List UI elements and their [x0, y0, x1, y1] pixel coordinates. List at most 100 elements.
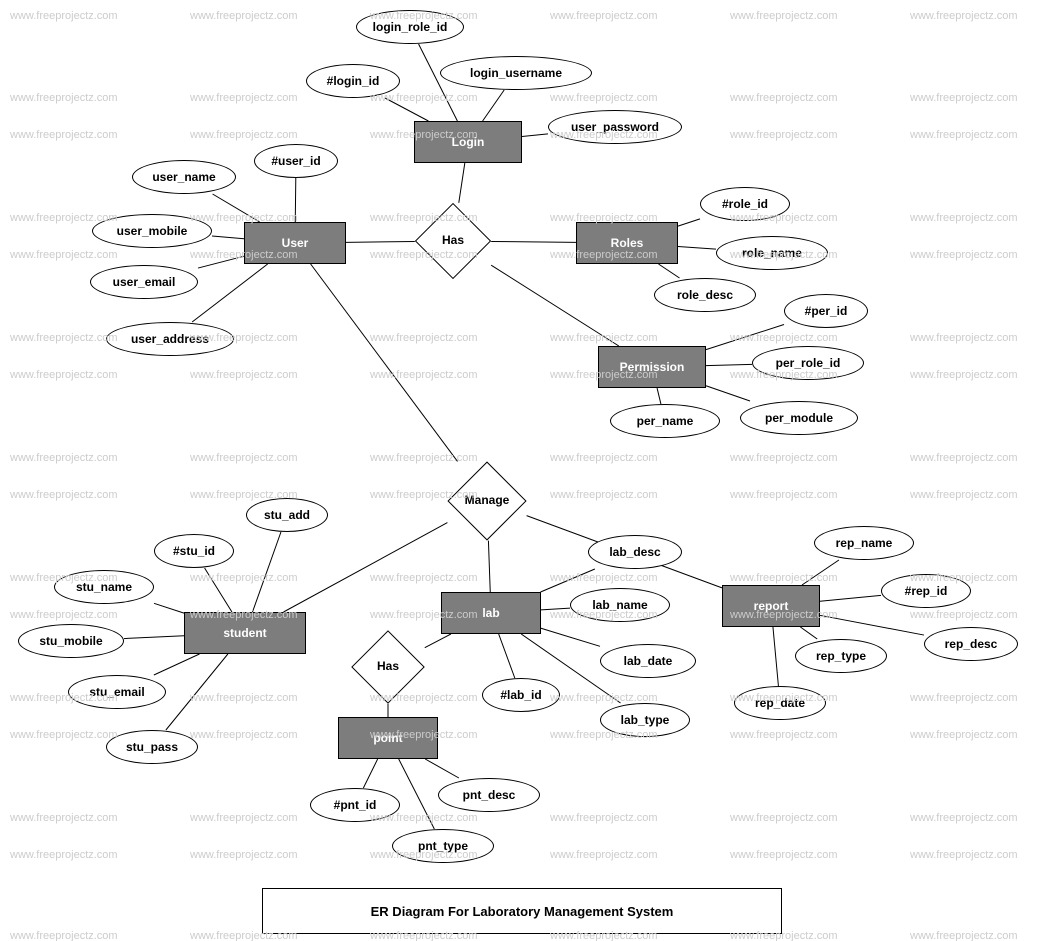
- watermark: www.freeprojectz.com: [910, 489, 1018, 501]
- watermark: www.freeprojectz.com: [910, 332, 1018, 344]
- watermark: www.freeprojectz.com: [550, 812, 658, 824]
- watermark: www.freeprojectz.com: [10, 129, 118, 141]
- watermark: www.freeprojectz.com: [10, 930, 118, 941]
- attribute-pnt_type: pnt_type: [392, 829, 494, 863]
- watermark: www.freeprojectz.com: [910, 849, 1018, 861]
- watermark: www.freeprojectz.com: [190, 812, 298, 824]
- attribute-role_name: role_name: [716, 236, 828, 270]
- attribute-role_id: #role_id: [700, 187, 790, 221]
- relationship-label-manage: Manage: [457, 493, 517, 507]
- watermark: www.freeprojectz.com: [730, 129, 838, 141]
- watermark: www.freeprojectz.com: [910, 92, 1018, 104]
- attribute-lab_name: lab_name: [570, 588, 670, 622]
- attribute-login_username: login_username: [440, 56, 592, 90]
- watermark: www.freeprojectz.com: [190, 692, 298, 704]
- relationship-label-has1: Has: [423, 233, 483, 247]
- attribute-stu_mobile: stu_mobile: [18, 624, 124, 658]
- entity-login: Login: [414, 121, 522, 163]
- attribute-pnt_desc: pnt_desc: [438, 778, 540, 812]
- attribute-lab_desc: lab_desc: [588, 535, 682, 569]
- watermark: www.freeprojectz.com: [730, 332, 838, 344]
- watermark: www.freeprojectz.com: [190, 369, 298, 381]
- attribute-user_address: user_address: [106, 322, 234, 356]
- watermark: www.freeprojectz.com: [910, 129, 1018, 141]
- attribute-login_role_id: login_role_id: [356, 10, 464, 44]
- watermark: www.freeprojectz.com: [730, 849, 838, 861]
- attribute-user_id: #user_id: [254, 144, 338, 178]
- watermark: www.freeprojectz.com: [370, 452, 478, 464]
- watermark: www.freeprojectz.com: [190, 92, 298, 104]
- watermark: www.freeprojectz.com: [10, 92, 118, 104]
- watermark: www.freeprojectz.com: [910, 249, 1018, 261]
- watermark: www.freeprojectz.com: [910, 369, 1018, 381]
- watermark: www.freeprojectz.com: [370, 572, 478, 584]
- watermark: www.freeprojectz.com: [730, 92, 838, 104]
- attribute-per_module: per_module: [740, 401, 858, 435]
- watermark: www.freeprojectz.com: [190, 129, 298, 141]
- attribute-rep_type: rep_type: [795, 639, 887, 673]
- watermark: www.freeprojectz.com: [730, 10, 838, 22]
- watermark: www.freeprojectz.com: [730, 572, 838, 584]
- attribute-rep_date: rep_date: [734, 686, 826, 720]
- watermark: www.freeprojectz.com: [550, 489, 658, 501]
- watermark: www.freeprojectz.com: [550, 10, 658, 22]
- watermark: www.freeprojectz.com: [910, 212, 1018, 224]
- watermark: www.freeprojectz.com: [190, 10, 298, 22]
- attribute-per_role_id: per_role_id: [752, 346, 864, 380]
- watermark: www.freeprojectz.com: [10, 849, 118, 861]
- entity-permission: Permission: [598, 346, 706, 388]
- watermark: www.freeprojectz.com: [190, 729, 298, 741]
- attribute-lab_id: #lab_id: [482, 678, 560, 712]
- attribute-user_email: user_email: [90, 265, 198, 299]
- attribute-lab_date: lab_date: [600, 644, 696, 678]
- entity-student: student: [184, 612, 306, 654]
- watermark: www.freeprojectz.com: [190, 572, 298, 584]
- attribute-stu_name: stu_name: [54, 570, 154, 604]
- attribute-per_name: per_name: [610, 404, 720, 438]
- watermark: www.freeprojectz.com: [730, 812, 838, 824]
- attribute-rep_id: #rep_id: [881, 574, 971, 608]
- watermark: www.freeprojectz.com: [910, 452, 1018, 464]
- relationship-label-has2: Has: [358, 659, 418, 673]
- watermark: www.freeprojectz.com: [550, 332, 658, 344]
- watermark: www.freeprojectz.com: [370, 92, 478, 104]
- attribute-role_desc: role_desc: [654, 278, 756, 312]
- attribute-stu_id: #stu_id: [154, 534, 234, 568]
- attribute-pnt_id: #pnt_id: [310, 788, 400, 822]
- watermark: www.freeprojectz.com: [910, 609, 1018, 621]
- watermark: www.freeprojectz.com: [910, 692, 1018, 704]
- attribute-per_id: #per_id: [784, 294, 868, 328]
- watermark: www.freeprojectz.com: [10, 729, 118, 741]
- entity-roles: Roles: [576, 222, 678, 264]
- watermark: www.freeprojectz.com: [370, 369, 478, 381]
- attribute-stu_email: stu_email: [68, 675, 166, 709]
- attribute-rep_name: rep_name: [814, 526, 914, 560]
- watermark: www.freeprojectz.com: [10, 812, 118, 824]
- attribute-user_mobile: user_mobile: [92, 214, 212, 248]
- entity-report: report: [722, 585, 820, 627]
- watermark: www.freeprojectz.com: [730, 489, 838, 501]
- watermark: www.freeprojectz.com: [550, 452, 658, 464]
- attribute-stu_pass: stu_pass: [106, 730, 198, 764]
- watermark: www.freeprojectz.com: [910, 930, 1018, 941]
- attribute-user_name: user_name: [132, 160, 236, 194]
- watermark: www.freeprojectz.com: [190, 452, 298, 464]
- watermark: www.freeprojectz.com: [910, 10, 1018, 22]
- entity-user: User: [244, 222, 346, 264]
- watermark: www.freeprojectz.com: [910, 729, 1018, 741]
- watermark: www.freeprojectz.com: [10, 452, 118, 464]
- attribute-lab_type: lab_type: [600, 703, 690, 737]
- watermark: www.freeprojectz.com: [730, 452, 838, 464]
- watermark: www.freeprojectz.com: [910, 812, 1018, 824]
- watermark: www.freeprojectz.com: [10, 249, 118, 261]
- watermark: www.freeprojectz.com: [10, 10, 118, 22]
- watermark: www.freeprojectz.com: [10, 369, 118, 381]
- watermark: www.freeprojectz.com: [550, 92, 658, 104]
- watermark: www.freeprojectz.com: [10, 609, 118, 621]
- watermark: www.freeprojectz.com: [550, 572, 658, 584]
- attribute-user_password: user_password: [548, 110, 682, 144]
- watermark: www.freeprojectz.com: [190, 849, 298, 861]
- entity-lab: lab: [441, 592, 541, 634]
- attribute-stu_add: stu_add: [246, 498, 328, 532]
- watermark: www.freeprojectz.com: [10, 332, 118, 344]
